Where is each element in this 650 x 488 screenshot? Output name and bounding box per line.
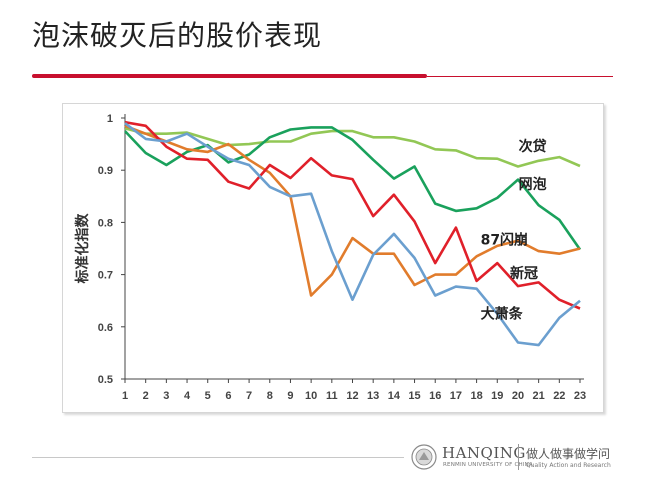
- x-tick-label: 15: [408, 390, 420, 402]
- series-line-4: [124, 122, 581, 347]
- y-tick-label: 0.6: [98, 322, 113, 334]
- x-tick-label: 9: [287, 390, 293, 402]
- y-tick-label: 0.5: [98, 374, 113, 386]
- chart-frame: 0.5 0.6 0.7 0.8 0.9 1 1 2 3 4 5 6 7 8 9 10 11 12 13 14 15 16 1…: [62, 103, 604, 413]
- x-tick-label: 23: [574, 390, 586, 402]
- brand-motto: 做人做事做学问: [526, 447, 611, 461]
- y-tick-label: 0.8: [98, 217, 113, 229]
- title-underline: [32, 74, 427, 78]
- x-tick-label: 20: [512, 390, 524, 402]
- brand-subtitle: RENMIN UNIVERSITY OF CHINA: [443, 462, 533, 468]
- x-tick-label: 8: [267, 390, 273, 402]
- series-line-3: [124, 120, 581, 310]
- x-tick-label: 21: [533, 390, 545, 402]
- x-tick-label: 12: [346, 390, 358, 402]
- series-label-3: 新冠: [510, 265, 538, 282]
- y-tick-label: 0.7: [98, 270, 113, 282]
- slide-title: 泡沫破灭后的股价表现: [32, 19, 323, 52]
- brand-divider: [518, 444, 519, 470]
- series-label-2: 87闪崩: [481, 231, 528, 248]
- x-tick-label: 4: [184, 390, 191, 402]
- x-tick-label: 19: [491, 390, 503, 402]
- series-line-1: [124, 126, 582, 251]
- series-label-0: 次贷: [519, 138, 547, 155]
- x-tick-label: 3: [163, 390, 169, 402]
- brand-motto-english: Quality Action and Research: [526, 462, 611, 469]
- series-label-4: 大萧条: [481, 306, 524, 323]
- axes: 0.50.60.70.80.911 2 3 4 5 6 7 8 9 10 11 12 13 14 15 16 1…: [74, 113, 586, 402]
- x-tick-label: 10: [305, 390, 317, 402]
- y-axis-title: 标准化指数: [74, 213, 91, 285]
- series-label-1: 网泡: [519, 176, 547, 193]
- x-tick-label: 7: [246, 390, 252, 402]
- x-tick-label: 13: [367, 390, 379, 402]
- series-lines: [124, 120, 582, 347]
- x-tick-label: 14: [388, 390, 401, 402]
- brand-name: HANQING: [442, 444, 526, 462]
- x-tick-label: 2: [143, 390, 149, 402]
- series-line-0: [124, 127, 581, 168]
- x-tick-label: 18: [470, 390, 482, 402]
- x-tick-label: 22: [553, 390, 565, 402]
- y-tick-label: 1: [107, 113, 113, 125]
- x-tick-label: 16: [429, 390, 441, 402]
- series-line-2: [124, 124, 581, 297]
- footer-divider: [32, 457, 404, 458]
- x-tick-label: 5: [205, 390, 211, 402]
- y-tick-label: 0.9: [98, 165, 113, 177]
- line-chart: 0.50.60.70.80.911 2 3 4 5 6 7 8 9 10 11 12 13 14 15 16 1…: [74, 113, 586, 402]
- university-seal-icon: [411, 444, 437, 470]
- x-tick-label: 11: [326, 390, 338, 402]
- x-tick-label: 1: [122, 390, 128, 402]
- x-tick-label: 17: [450, 390, 462, 402]
- x-tick-label: 6: [225, 390, 231, 402]
- title-underline-thin: [427, 75, 613, 77]
